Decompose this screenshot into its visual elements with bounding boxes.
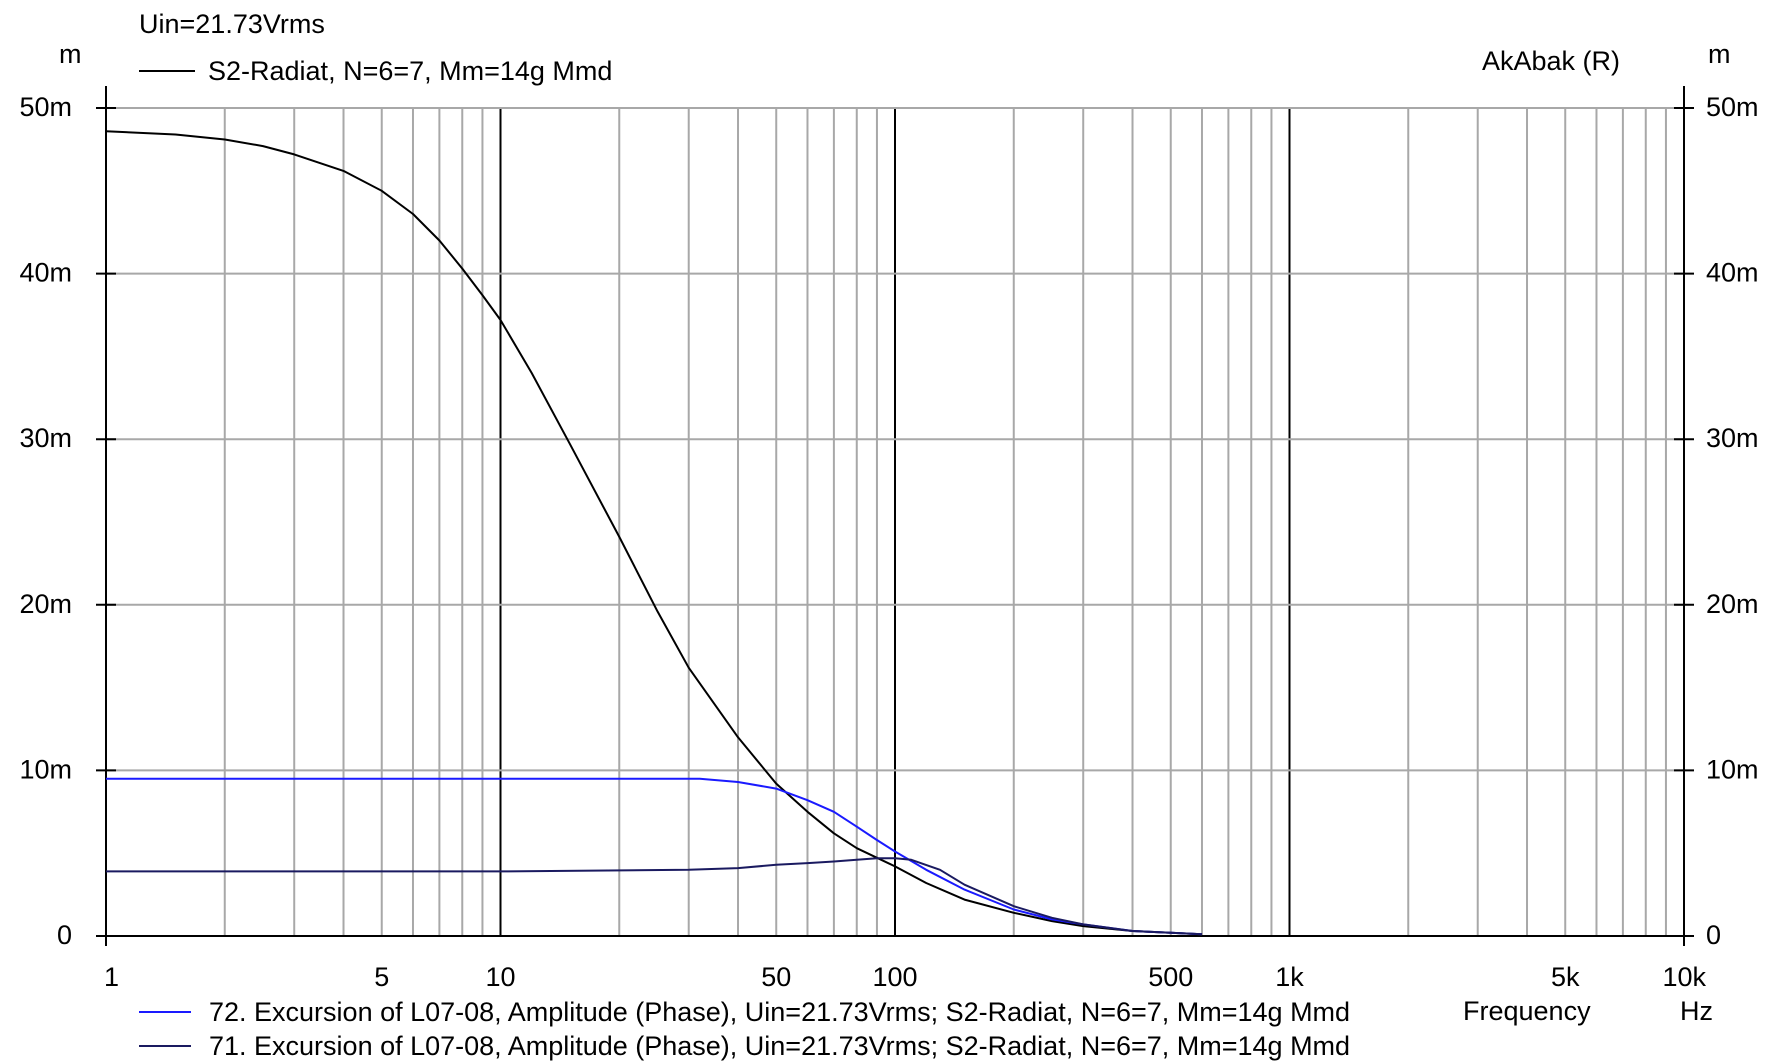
series-line-1	[106, 777, 1203, 936]
y-tick-labels-right: 0 10m 20m 30m 40m 50m	[1706, 92, 1759, 950]
series-lines	[105, 130, 1203, 936]
y-tick-label-right: 40m	[1706, 258, 1759, 288]
x-axis-label: Frequency	[1463, 996, 1591, 1026]
x-tick-label: 50	[761, 962, 791, 992]
y-unit-left: m	[59, 39, 82, 69]
y-unit-right: m	[1708, 39, 1731, 69]
y-tick-label-right: 30m	[1706, 423, 1759, 453]
grid	[96, 86, 1694, 946]
x-tick-label: 10k	[1662, 962, 1706, 992]
series-line-2	[106, 857, 1203, 936]
y-tick-label-right: 10m	[1706, 754, 1759, 784]
x-tick-labels: 1 5 10 50 100 500 1k 5k 10k	[104, 962, 1706, 992]
x-tick-label: 5	[374, 962, 389, 992]
x-tick-label: 500	[1148, 962, 1193, 992]
y-tick-label-left: 20m	[19, 589, 72, 619]
y-tick-label-right: 0	[1706, 920, 1721, 950]
y-tick-label-left: 50m	[19, 92, 72, 122]
legend-71-label: 71. Excursion of L07-08, Amplitude (Phas…	[209, 1031, 1350, 1061]
uin-header: Uin=21.73Vrms	[139, 9, 325, 39]
y-tick-label-left: 10m	[19, 754, 72, 784]
y-tick-label-left: 0	[57, 920, 72, 950]
subtitle-legend-label: S2-Radiat, N=6=7, Mm=14g Mmd	[208, 56, 612, 86]
x-unit-label: Hz	[1680, 996, 1713, 1026]
y-tick-label-right: 20m	[1706, 589, 1759, 619]
brand-label: AkAbak (R)	[1482, 46, 1620, 76]
x-tick-label: 1k	[1275, 962, 1304, 992]
x-tick-label: 5k	[1551, 962, 1580, 992]
series-line-0	[105, 130, 1203, 936]
x-tick-label: 10	[485, 962, 515, 992]
legend-72-label: 72. Excursion of L07-08, Amplitude (Phas…	[209, 997, 1350, 1027]
x-tick-label: 100	[872, 962, 917, 992]
y-tick-label-right: 50m	[1706, 92, 1759, 122]
y-tick-label-left: 30m	[19, 423, 72, 453]
y-tick-label-left: 40m	[19, 258, 72, 288]
x-tick-label: 1	[104, 962, 119, 992]
y-tick-labels-left: 0 10m 20m 30m 40m 50m	[19, 92, 72, 950]
